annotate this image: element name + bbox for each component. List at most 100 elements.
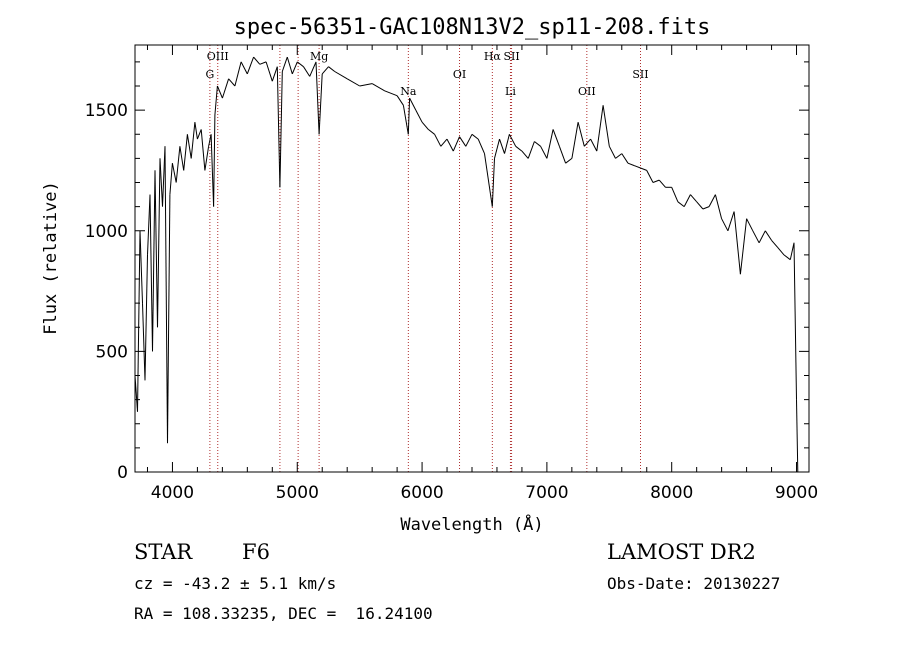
flux-segment (793, 242, 797, 400)
flux-segment (621, 153, 629, 164)
spectral-line-label: Li (505, 85, 516, 98)
flux-segment (384, 90, 398, 97)
flux-segment (259, 61, 267, 65)
flux-segment (318, 73, 323, 135)
flux-segment (721, 218, 729, 232)
spectral-line-label: OIII (207, 50, 229, 63)
flux-segment (204, 146, 210, 171)
flux-segment (183, 134, 188, 171)
flux-segment (459, 136, 467, 147)
flux-segment (246, 56, 255, 75)
flux-segment (739, 218, 748, 275)
flux-segment (346, 78, 360, 87)
flux-segment (139, 230, 143, 304)
flux-segment (200, 129, 206, 171)
flux-segment (640, 167, 647, 171)
flux-segment (415, 109, 423, 123)
flux-segment (452, 136, 460, 152)
flux-segment (546, 129, 554, 159)
flux-segment (303, 66, 311, 77)
flux-segment (446, 138, 454, 152)
flux-segment (265, 61, 273, 82)
flux-segment (240, 61, 248, 75)
flux-segment (521, 150, 529, 159)
flux-segment (690, 194, 698, 203)
flux-segment (371, 83, 385, 92)
object-subclass: F6 (242, 540, 270, 564)
x-axis-label: Wavelength (Å) (400, 513, 543, 535)
flux-segment (652, 179, 660, 183)
flux-series (134, 56, 799, 473)
flux-segment (708, 194, 716, 207)
flux-segment (465, 134, 473, 147)
flux-segment (179, 146, 185, 171)
flux-segment (169, 163, 173, 195)
flux-segment (407, 98, 411, 135)
flux-segment (491, 158, 495, 207)
flux-segment (321, 66, 329, 75)
flux-segment (552, 129, 560, 147)
flux-segment (764, 230, 773, 241)
flux-segment (315, 61, 320, 135)
flux-segment (162, 146, 166, 207)
flux-segment (291, 61, 298, 75)
flux-segment (421, 121, 429, 130)
flux-segment (328, 66, 336, 72)
flux-segment (558, 146, 567, 164)
spectral-line-label: OII (578, 85, 596, 98)
flux-segment (152, 170, 156, 352)
flux-segment (789, 242, 795, 260)
y-tick-label: 1500 (85, 101, 128, 121)
y-tick-label: 500 (96, 342, 128, 362)
spectral-line-label: OI (453, 68, 466, 81)
flux-segment (221, 78, 230, 99)
spectral-line-label: Mg (310, 50, 328, 63)
flux-segment (499, 138, 505, 154)
flux-segment (608, 146, 616, 159)
x-tick-label: 5000 (276, 483, 319, 503)
flux-segment (508, 134, 517, 147)
redshift-cz: cz = -43.2 ± 5.1 km/s (134, 574, 337, 593)
flux-segment (758, 230, 766, 244)
flux-segment (210, 134, 215, 207)
flux-segment (309, 61, 317, 77)
flux-segment (164, 146, 168, 444)
flux-segment (484, 153, 493, 207)
flux-segment (190, 122, 196, 159)
flux-segment (646, 170, 654, 183)
flux-segment (683, 194, 691, 207)
x-tick-label: 8000 (650, 483, 693, 503)
flux-segment (771, 240, 779, 248)
flux-segment (696, 201, 704, 210)
chart-title: spec-56351-GAC108N13V2_sp11-208.fits (234, 15, 711, 40)
flux-segment (752, 230, 760, 244)
flux-segment (234, 61, 242, 87)
spectral-line-label: G (205, 68, 214, 81)
flux-segment (167, 194, 171, 444)
object-class: STAR (134, 540, 193, 564)
flux-segment (286, 56, 293, 75)
flux-segment (253, 56, 261, 65)
flux-segment (627, 162, 635, 167)
flux-segment (504, 134, 510, 154)
x-tick-label: 6000 (400, 483, 443, 503)
flux-segment (171, 163, 177, 183)
flux-segment (271, 66, 278, 82)
flux-segment (396, 95, 404, 106)
spectral-line-label: SII (503, 50, 519, 63)
flux-segment (746, 218, 754, 232)
flux-segment (142, 303, 146, 381)
spectral-line-label: SII (632, 68, 648, 81)
flux-segment (583, 138, 591, 147)
flux-segment (565, 158, 573, 164)
flux-segment (216, 85, 223, 99)
flux-segment (154, 170, 158, 328)
flux-segment (540, 146, 548, 159)
flux-segment (144, 254, 148, 381)
flux-segment (157, 158, 161, 328)
flux-segment (175, 146, 181, 183)
flux-segment (186, 134, 192, 159)
flux-segment (714, 194, 723, 219)
spectrum-chart: spec-56351-GAC108N13V2_sp11-208.fits 400… (41, 15, 818, 535)
plot-frame (134, 44, 810, 473)
